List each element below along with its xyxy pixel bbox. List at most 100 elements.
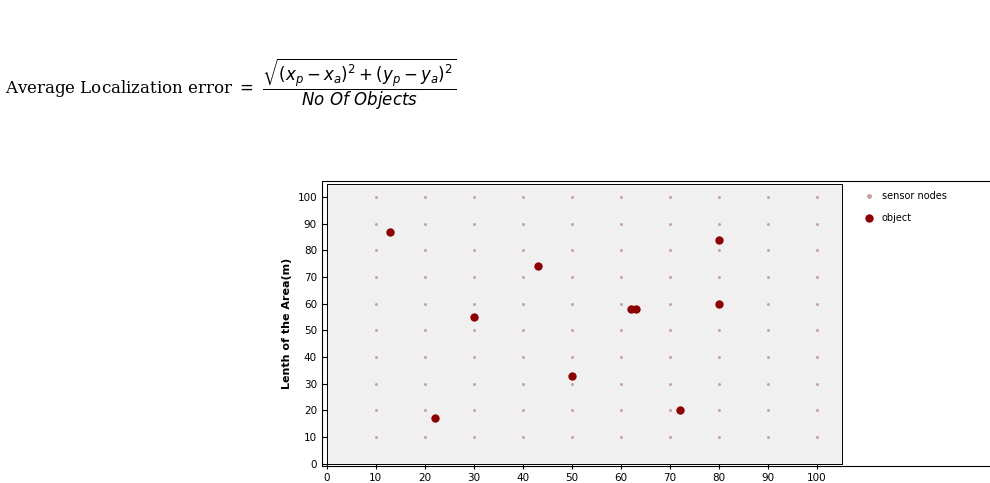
Point bbox=[382, 227, 398, 235]
Point bbox=[662, 220, 678, 227]
Point bbox=[760, 433, 776, 441]
Point bbox=[368, 220, 384, 227]
Point bbox=[368, 193, 384, 201]
Point bbox=[711, 220, 727, 227]
Point bbox=[515, 300, 531, 308]
Point bbox=[662, 353, 678, 361]
Point bbox=[417, 220, 433, 227]
Point bbox=[760, 220, 776, 227]
Point bbox=[809, 193, 825, 201]
Y-axis label: Lenth of the Area(m): Lenth of the Area(m) bbox=[282, 258, 292, 389]
Point bbox=[613, 300, 629, 308]
Point bbox=[466, 220, 482, 227]
Point bbox=[809, 246, 825, 254]
Point bbox=[564, 407, 580, 414]
Point bbox=[628, 305, 644, 313]
Point bbox=[809, 220, 825, 227]
Point bbox=[672, 407, 688, 414]
Point bbox=[466, 353, 482, 361]
Point bbox=[760, 246, 776, 254]
Point bbox=[760, 193, 776, 201]
Point bbox=[760, 407, 776, 414]
Point bbox=[515, 246, 531, 254]
Point bbox=[368, 433, 384, 441]
Point bbox=[466, 407, 482, 414]
Point bbox=[417, 407, 433, 414]
Point bbox=[613, 433, 629, 441]
Point bbox=[530, 262, 545, 270]
Point bbox=[466, 313, 482, 321]
Point bbox=[466, 327, 482, 334]
Point bbox=[711, 246, 727, 254]
Point bbox=[662, 380, 678, 387]
Point bbox=[466, 300, 482, 308]
Point bbox=[711, 353, 727, 361]
Point bbox=[662, 273, 678, 281]
Point bbox=[417, 327, 433, 334]
Point bbox=[417, 433, 433, 441]
Point bbox=[466, 246, 482, 254]
Point bbox=[760, 300, 776, 308]
Point bbox=[417, 353, 433, 361]
Point bbox=[564, 327, 580, 334]
Point bbox=[466, 433, 482, 441]
Point bbox=[564, 353, 580, 361]
Point bbox=[809, 380, 825, 387]
Point bbox=[427, 414, 443, 422]
Point bbox=[515, 380, 531, 387]
Point bbox=[662, 300, 678, 308]
Point bbox=[613, 407, 629, 414]
Legend: sensor nodes, object: sensor nodes, object bbox=[856, 188, 949, 226]
Point bbox=[613, 327, 629, 334]
Point bbox=[368, 327, 384, 334]
Point bbox=[613, 273, 629, 281]
Point bbox=[760, 353, 776, 361]
Point bbox=[809, 327, 825, 334]
Point bbox=[662, 193, 678, 201]
Point bbox=[760, 273, 776, 281]
Point bbox=[417, 246, 433, 254]
Point bbox=[466, 273, 482, 281]
Point bbox=[417, 273, 433, 281]
Point bbox=[613, 380, 629, 387]
Point bbox=[613, 193, 629, 201]
Point bbox=[368, 353, 384, 361]
Point bbox=[809, 300, 825, 308]
Point bbox=[368, 380, 384, 387]
Point bbox=[368, 246, 384, 254]
Point bbox=[711, 300, 727, 308]
Point bbox=[368, 300, 384, 308]
Point bbox=[711, 193, 727, 201]
Point bbox=[623, 305, 639, 313]
Point bbox=[711, 273, 727, 281]
Point bbox=[417, 300, 433, 308]
Point bbox=[711, 236, 727, 243]
Point bbox=[662, 327, 678, 334]
Point bbox=[515, 273, 531, 281]
Point bbox=[417, 193, 433, 201]
Point bbox=[564, 193, 580, 201]
Point bbox=[515, 433, 531, 441]
Point bbox=[564, 300, 580, 308]
Point bbox=[417, 380, 433, 387]
Point bbox=[711, 380, 727, 387]
Point bbox=[662, 407, 678, 414]
Point bbox=[564, 220, 580, 227]
Point bbox=[368, 407, 384, 414]
Point bbox=[809, 433, 825, 441]
Point bbox=[564, 372, 580, 380]
Point bbox=[515, 353, 531, 361]
Point bbox=[662, 246, 678, 254]
Point bbox=[613, 353, 629, 361]
Text: Average Localization error $=\ \dfrac{\sqrt{(x_p-x_a)^2+(y_p-y_a)^2}}{\mathit{No: Average Localization error $=\ \dfrac{\s… bbox=[6, 57, 457, 112]
Point bbox=[466, 193, 482, 201]
Point bbox=[809, 273, 825, 281]
Point bbox=[613, 220, 629, 227]
Point bbox=[564, 273, 580, 281]
Point bbox=[515, 220, 531, 227]
Point bbox=[564, 433, 580, 441]
Point bbox=[466, 380, 482, 387]
Point bbox=[760, 327, 776, 334]
Point bbox=[809, 407, 825, 414]
Point bbox=[515, 327, 531, 334]
